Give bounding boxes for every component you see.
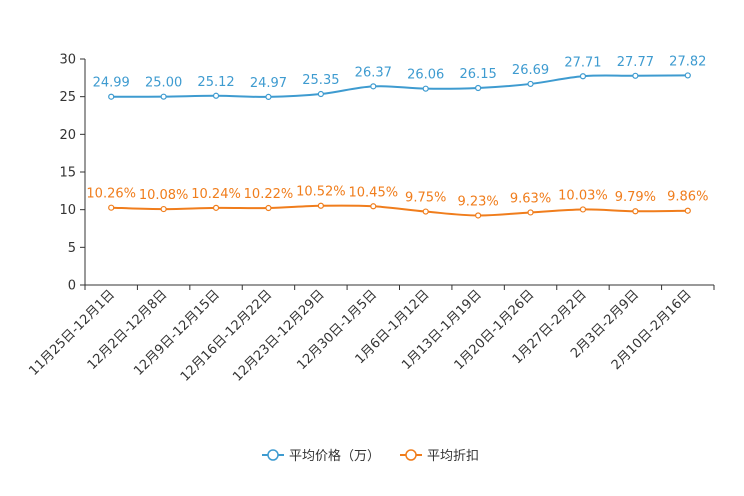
chart-axes: 05101520253011月25日-12月1日12月2日-12月8日12月9日… [26,53,715,385]
data-label: 26.69 [512,63,549,78]
series-2: 10.26% 10.08% 10.24% 10.22% 10.52% 10.45% 9.75… [86,185,708,219]
series-line [111,204,688,217]
data-label: 27.82 [669,54,706,69]
data-label: 9.63% [510,191,551,206]
legend-item-1[interactable]: 平均价格（万） [262,448,380,464]
data-label: 10.52% [296,185,346,200]
data-point[interactable] [317,90,324,98]
data-label: 10.22% [244,187,294,202]
y-tick-label: 5 [68,241,76,256]
data-label: 26.15 [460,67,497,82]
data-point[interactable] [317,202,324,209]
legend-marker-icon [267,449,279,461]
data-point[interactable] [527,209,534,216]
data-point[interactable] [422,208,429,215]
legend-item-2[interactable]: 平均折扣 [400,449,479,464]
data-point[interactable] [684,72,691,79]
data-point[interactable] [579,73,587,80]
data-point[interactable] [370,83,377,90]
data-label: 9.23% [457,194,498,209]
data-point[interactable] [422,85,429,92]
data-point[interactable] [527,80,534,88]
x-tick-label: 12月16日-12月22日 [178,287,275,384]
data-label: 10.03% [558,188,608,203]
data-point[interactable] [265,204,272,212]
y-tick-label: 20 [59,128,76,143]
data-point[interactable] [160,93,167,100]
data-point[interactable] [579,206,587,213]
data-label: 9.86% [667,190,708,205]
y-tick-label: 25 [59,90,76,105]
legend-label: 平均价格（万） [289,448,380,464]
data-label: 24.97 [250,76,287,91]
data-label: 10.26% [86,187,136,202]
data-point[interactable] [632,208,639,215]
data-point[interactable] [475,84,482,92]
data-point[interactable] [475,212,482,219]
data-label: 10.45% [349,185,399,200]
data-label: 10.08% [139,188,189,203]
legend-marker-icon [405,449,417,461]
x-tick-label: 11月25日-12月1日 [26,287,118,379]
data-point[interactable] [108,204,115,211]
series-1: 24.99 25.00 25.12 24.97 25.35 26.37 26.06 26.15… [93,54,706,100]
data-point[interactable] [265,93,272,100]
data-label: 9.79% [615,190,656,205]
data-point[interactable] [632,72,639,79]
data-point[interactable] [108,93,115,100]
data-label: 25.12 [197,75,234,90]
series-layer: 24.99 25.00 25.12 24.97 25.35 26.37 26.06 26.15… [86,54,708,219]
data-point[interactable] [684,207,691,214]
y-tick-label: 0 [68,279,76,294]
data-label: 10.24% [191,187,241,202]
data-point[interactable] [212,92,220,99]
data-label: 25.35 [302,73,339,88]
chart-legend[interactable]: 平均价格（万） 平均折扣 [262,448,479,464]
x-tick-label: 12月23日-12月29日 [230,287,327,384]
data-label: 24.99 [93,76,130,91]
data-point[interactable] [370,203,377,210]
data-label: 26.06 [407,68,444,83]
data-label: 9.75% [405,191,446,206]
y-tick-label: 30 [59,53,76,68]
data-point[interactable] [212,204,220,211]
data-label: 25.00 [145,76,182,91]
legend-label: 平均折扣 [427,449,479,464]
series-line [111,74,688,98]
data-label: 27.71 [564,55,601,70]
data-label: 27.77 [617,55,654,70]
data-label: 26.37 [355,65,392,80]
y-tick-label: 10 [59,203,76,218]
data-point[interactable] [160,205,167,213]
y-tick-label: 15 [59,166,76,181]
